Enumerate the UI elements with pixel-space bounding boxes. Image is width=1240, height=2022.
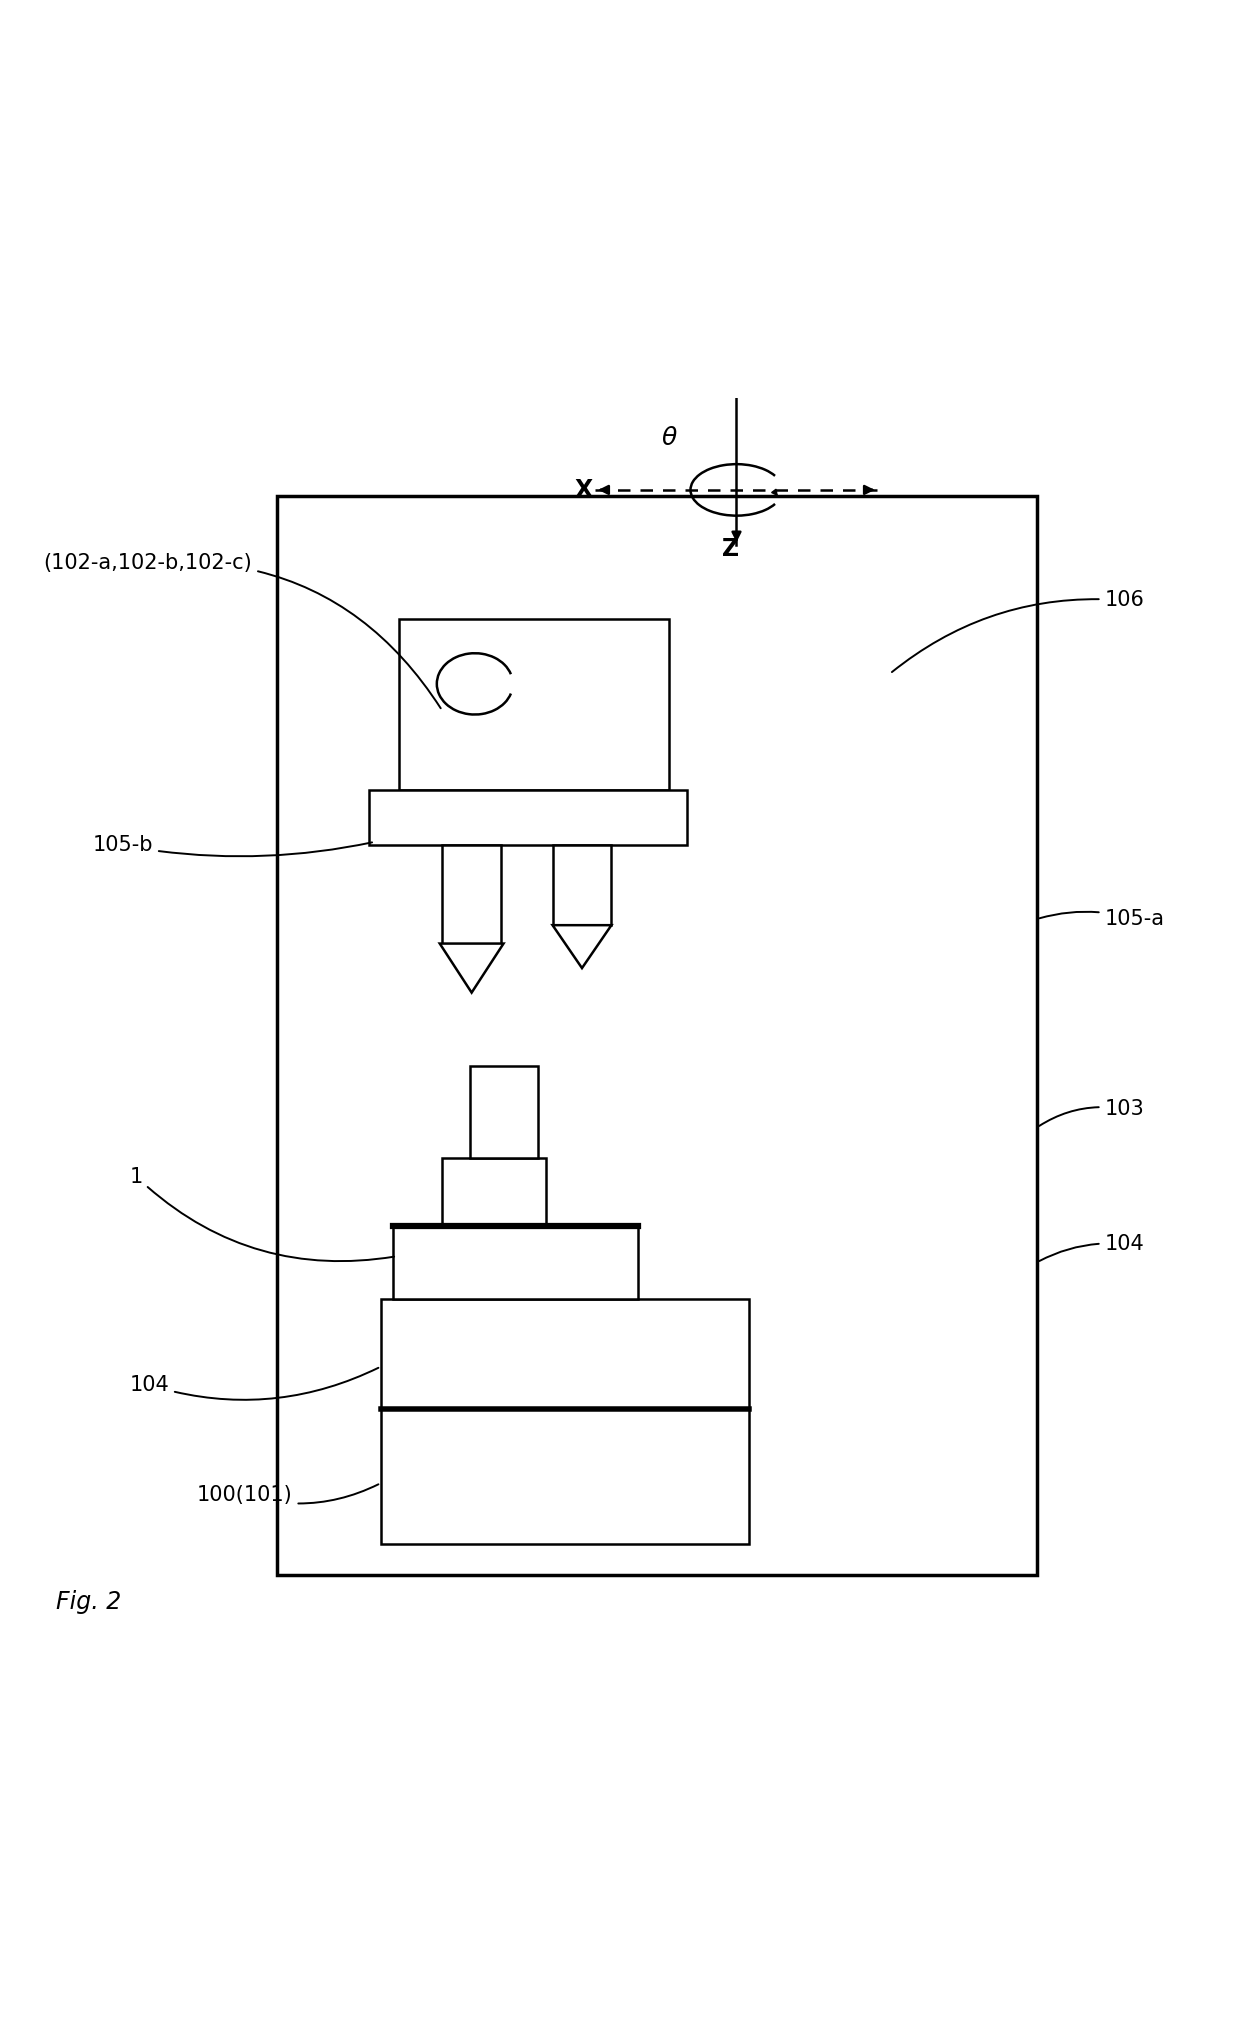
Text: 103: 103 [1039, 1100, 1145, 1126]
Text: X: X [574, 477, 593, 501]
Bar [443, 845, 501, 944]
Text: 1: 1 [129, 1167, 394, 1262]
Polygon shape [553, 926, 611, 969]
Bar [443, 1159, 547, 1225]
Bar [553, 845, 611, 926]
Text: $\theta$: $\theta$ [661, 427, 677, 451]
Text: Fig. 2: Fig. 2 [56, 1589, 122, 1614]
Text: 100(101): 100(101) [197, 1484, 378, 1504]
Bar [277, 495, 1037, 1575]
Bar [381, 1300, 749, 1545]
Text: 105-b: 105-b [93, 835, 372, 855]
Bar [470, 1066, 538, 1159]
Polygon shape [440, 944, 503, 993]
Bar [399, 619, 670, 791]
Text: 104: 104 [1039, 1233, 1145, 1262]
Bar [393, 1225, 639, 1300]
Text: 104: 104 [129, 1367, 378, 1399]
Text: Z: Z [722, 536, 739, 560]
Bar [368, 791, 687, 845]
Text: 106: 106 [892, 590, 1145, 671]
Text: 105-a: 105-a [1039, 910, 1164, 928]
Text: (102-a,102-b,102-c): (102-a,102-b,102-c) [43, 554, 440, 708]
